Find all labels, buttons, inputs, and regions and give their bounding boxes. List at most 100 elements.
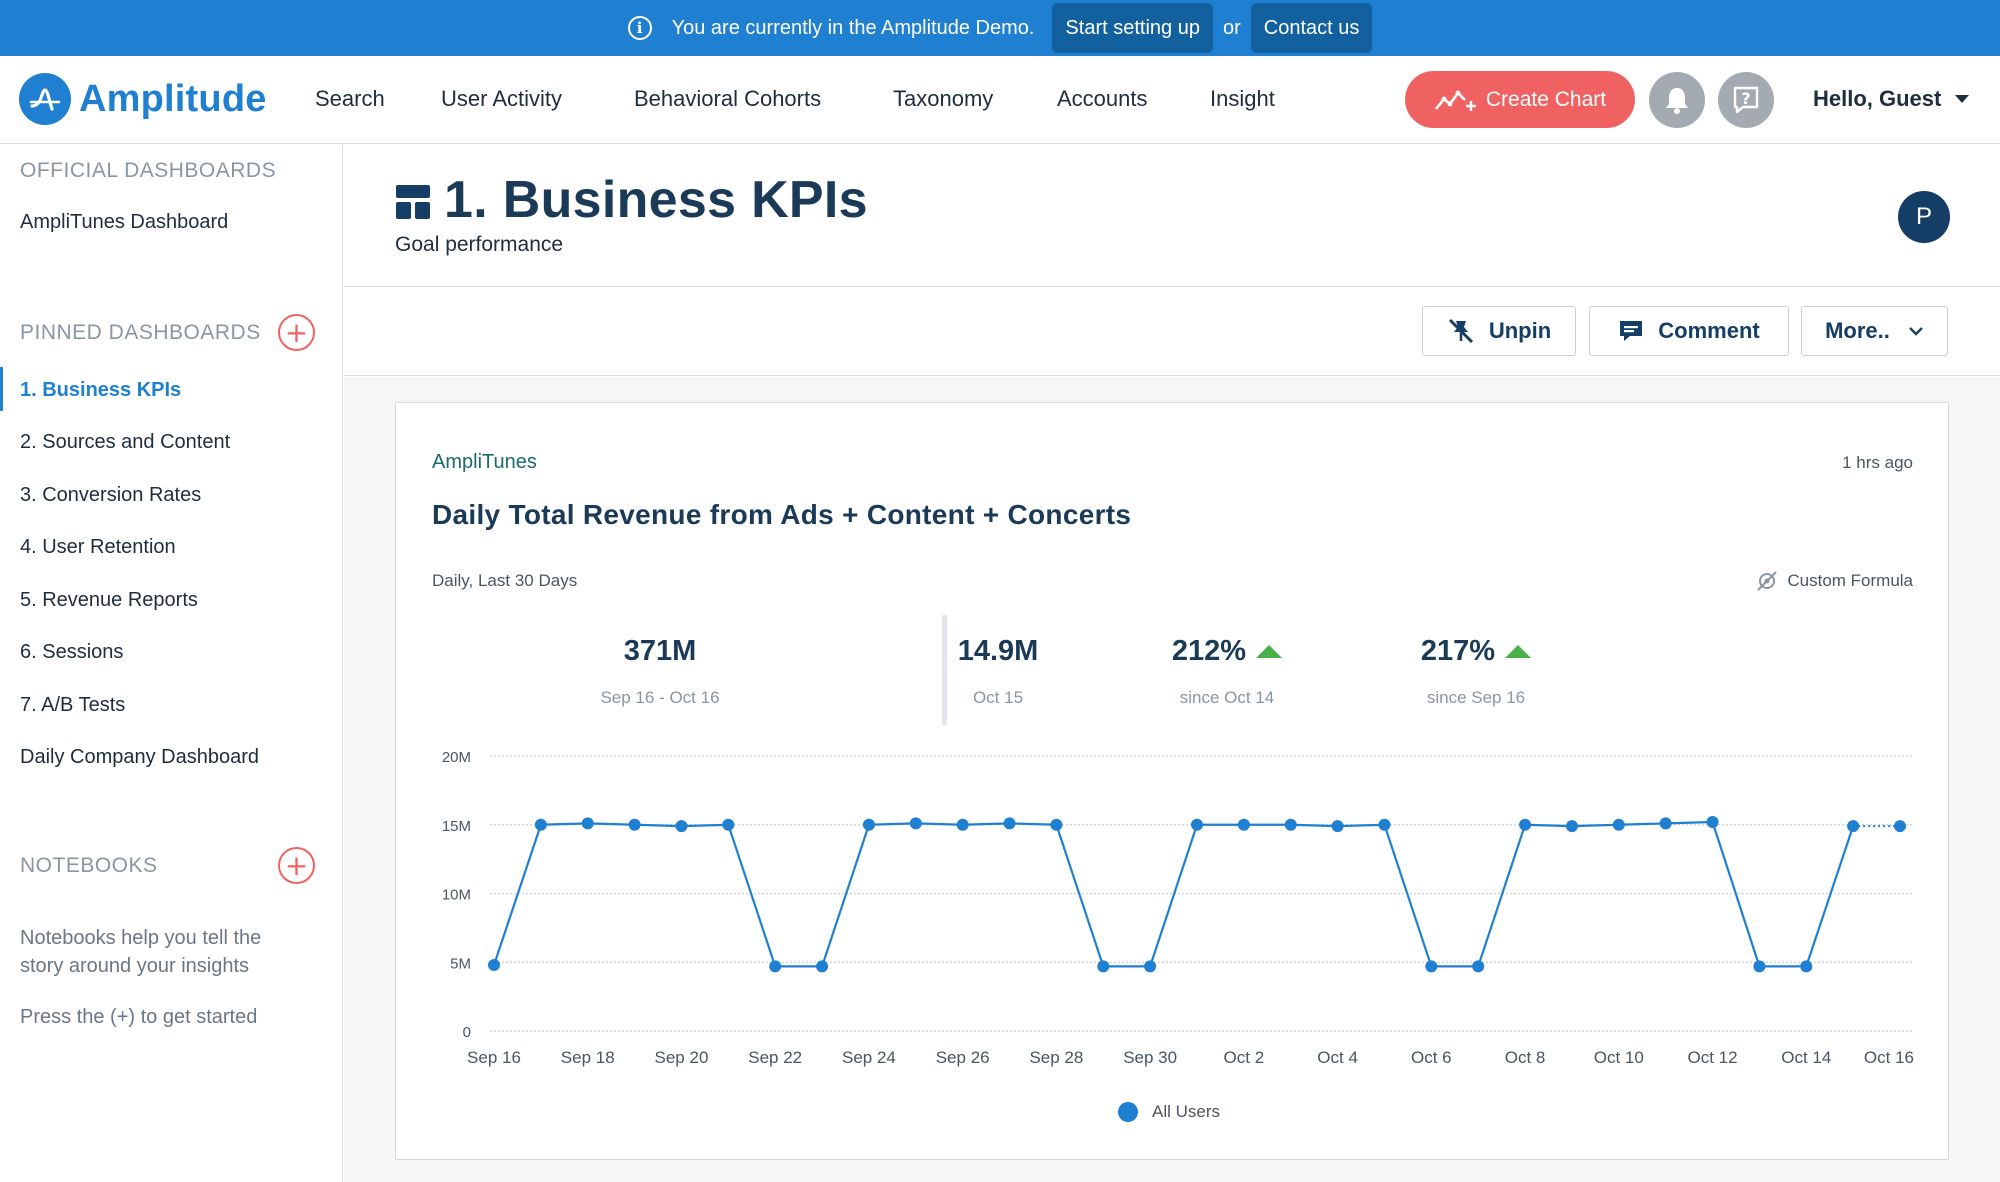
x-tick-label: Sep 24 <box>842 1048 896 1067</box>
nav-behavioral-cohorts[interactable]: Behavioral Cohorts <box>634 86 822 111</box>
sidebar-item-amplitunes-dashboard[interactable]: AmpliTunes Dashboard <box>20 211 229 233</box>
card-project-name[interactable]: AmpliTunes <box>432 451 537 473</box>
legend-label-all-users: All Users <box>1152 1102 1221 1121</box>
x-tick-label: Sep 20 <box>655 1048 709 1067</box>
data-point <box>862 818 875 831</box>
data-point <box>628 818 641 831</box>
nav-accounts[interactable]: Accounts <box>1057 86 1148 111</box>
y-tick-label: 0 <box>463 1024 471 1041</box>
trend-up-icon <box>1505 645 1532 658</box>
sidebar-item-sources-and-content[interactable]: 2. Sources and Content <box>20 431 231 453</box>
official-dashboards-heading: OFFICIAL DASHBOARDS <box>20 159 277 182</box>
data-point <box>1331 820 1344 833</box>
data-point <box>909 817 922 830</box>
sidebar-item-user-retention[interactable]: 4. User Retention <box>20 536 176 558</box>
user-menu[interactable]: Hello, Guest <box>1813 86 1970 112</box>
data-point <box>1472 960 1485 973</box>
page-subtitle: Goal performance <box>395 233 564 256</box>
data-point <box>675 820 688 833</box>
add-pinned-dashboard-button[interactable]: + <box>278 314 315 351</box>
sidebar-item-conversion-rates[interactable]: 3. Conversion Rates <box>20 484 202 506</box>
kpi-total-label: Sep 16 - Oct 16 <box>600 688 720 707</box>
kpi-divider <box>942 615 947 725</box>
data-point <box>1800 960 1813 973</box>
dashboard-header: 1. Business KPIs Goal performance P <box>344 145 2000 287</box>
data-point <box>1753 960 1766 973</box>
sidebar-item-daily-company-dashboard[interactable]: Daily Company Dashboard <box>20 746 260 768</box>
sidebar-item-ab-tests[interactable]: 7. A/B Tests <box>20 694 126 716</box>
nav-taxonomy[interactable]: Taxonomy <box>893 86 994 111</box>
more-button[interactable]: More.. <box>1801 306 1948 356</box>
nav-user-activity[interactable]: User Activity <box>441 86 563 111</box>
bell-icon <box>1666 88 1688 114</box>
data-point <box>534 818 547 831</box>
data-point <box>1191 818 1203 831</box>
kpi-change-period-label: since Sep 16 <box>1426 688 1526 707</box>
caret-down-icon <box>1955 95 1970 103</box>
data-point <box>722 818 735 831</box>
x-tick-label: Oct 8 <box>1505 1048 1546 1067</box>
chart-legend[interactable]: All Users <box>1118 1102 1220 1122</box>
sidebar-item-business-kpis[interactable]: 1. Business KPIs <box>20 379 182 401</box>
x-tick-label: Sep 18 <box>561 1048 615 1067</box>
unpin-button[interactable]: Unpin <box>1422 306 1576 356</box>
kpi-change-period-value: 217% <box>1420 635 1496 667</box>
x-tick-label: Oct 2 <box>1224 1048 1265 1067</box>
start-setting-up-button[interactable]: Start setting up <box>1052 3 1213 53</box>
kpi-change-period: 217% since Sep 16 <box>1351 635 1601 708</box>
banner-or-text: or <box>1222 16 1241 39</box>
page-title: 1. Business KPIs <box>444 171 868 229</box>
chart-line-icon <box>1434 90 1476 111</box>
comment-button[interactable]: Comment <box>1589 306 1789 356</box>
nav-search[interactable]: Search <box>315 86 385 111</box>
data-point <box>1097 960 1110 973</box>
add-notebook-button[interactable]: + <box>278 847 315 884</box>
x-tick-label: Sep 26 <box>936 1048 990 1067</box>
unpin-label: Unpin <box>1488 318 1552 343</box>
sidebar-item-sessions[interactable]: 6. Sessions <box>20 641 124 663</box>
avatar[interactable]: P <box>1898 191 1950 243</box>
amplitude-logo[interactable]: Amplitude <box>19 73 267 125</box>
revenue-line-chart[interactable]: 0 5M 10M 15M 20M Sep 16 Sep 18 Sep 20 Sep 22 Sep … <box>396 403 1948 1159</box>
y-tick-label: 20M <box>442 749 471 766</box>
amplitude-logo-icon <box>19 73 71 125</box>
card-title[interactable]: Daily Total Revenue from Ads + Content +… <box>432 499 1132 530</box>
x-tick-label: Sep 28 <box>1029 1048 1083 1067</box>
data-point <box>1378 818 1391 831</box>
notifications-button[interactable] <box>1649 72 1705 128</box>
sidebar: OFFICIAL DASHBOARDS AmpliTunes Dashboard… <box>0 145 343 1182</box>
create-chart-button[interactable]: Create Chart <box>1405 71 1635 128</box>
custom-formula-badge: Custom Formula <box>1755 569 1913 593</box>
contact-us-button[interactable]: Contact us <box>1250 3 1373 53</box>
x-tick-label: Oct 6 <box>1411 1048 1452 1067</box>
help-icon: ? <box>1733 86 1759 114</box>
data-point <box>1284 818 1297 831</box>
create-chart-label: Create Chart <box>1485 87 1607 111</box>
plus-icon: + <box>284 315 309 349</box>
x-tick-label: Oct 4 <box>1317 1048 1358 1067</box>
dashboard-toolbar: Unpin Comment More.. <box>344 288 2000 376</box>
kpi-latest-value: 14.9M <box>957 635 1039 667</box>
user-greeting: Hello, Guest <box>1813 86 1942 111</box>
x-tick-label: Sep 22 <box>748 1048 802 1067</box>
notebooks-heading: NOTEBOOKS <box>20 854 158 877</box>
x-tick-label: Sep 16 <box>467 1048 521 1067</box>
kpi-change-day: 212% since Oct 14 <box>1102 635 1352 708</box>
data-point <box>1706 816 1719 828</box>
info-icon: i <box>627 16 652 40</box>
kpi-change-day-value: 212% <box>1171 635 1247 667</box>
top-navigation: Amplitude Search User Activity Behaviora… <box>0 56 2000 144</box>
comment-icon <box>1620 321 1643 341</box>
nav-insight[interactable]: Insight <box>1210 86 1275 111</box>
data-point <box>769 960 782 973</box>
data-point <box>488 959 500 971</box>
demo-banner: i You are currently in the Amplitude Dem… <box>0 0 2000 56</box>
logo-text: Amplitude <box>79 77 267 120</box>
plus-icon: + <box>284 848 309 882</box>
data-point <box>1003 817 1016 830</box>
formula-icon <box>1757 571 1778 591</box>
sidebar-item-revenue-reports[interactable]: 5. Revenue Reports <box>20 589 198 611</box>
chart-card[interactable]: AmpliTunes 1 hrs ago Daily Total Revenue… <box>395 402 1949 1160</box>
data-point <box>1847 820 1860 833</box>
help-button[interactable]: ? <box>1718 72 1774 128</box>
